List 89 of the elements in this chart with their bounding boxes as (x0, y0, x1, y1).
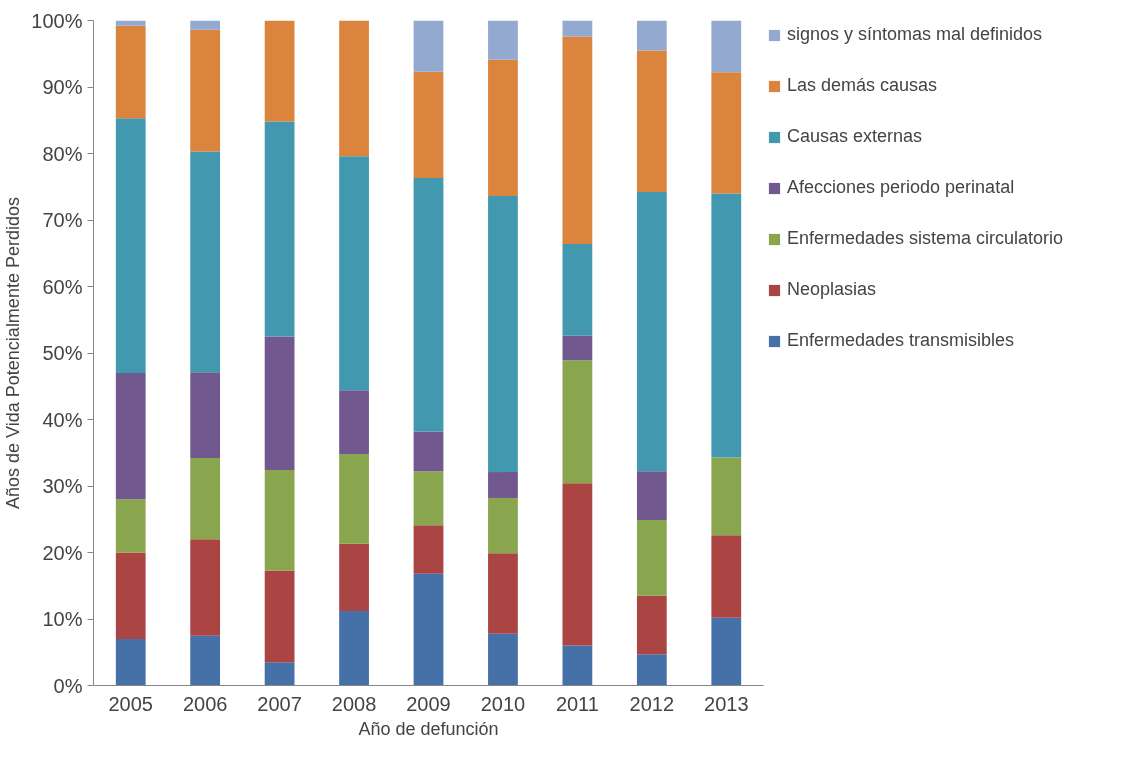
bar (115, 118, 146, 373)
bar (711, 535, 742, 618)
x-axis-title: Año de defunción (358, 718, 499, 739)
bar (636, 471, 667, 520)
bar (488, 20, 518, 60)
y-tick-label: 100% (31, 9, 83, 32)
bar (413, 20, 444, 72)
bar (711, 72, 742, 194)
bar (115, 499, 146, 553)
bar (413, 71, 444, 179)
bar (115, 372, 146, 500)
bar (190, 372, 221, 459)
legend-label: Neoplasias (787, 279, 877, 300)
bar (190, 539, 221, 636)
bar (488, 59, 518, 197)
bar (190, 151, 221, 373)
bar (562, 20, 593, 37)
legend-label: Enfermedades sistema circulatorio (787, 228, 1064, 249)
x-tick-label: 2011 (555, 692, 599, 715)
bar (190, 635, 221, 686)
bar (562, 36, 593, 244)
bar (413, 178, 444, 432)
bar (636, 595, 667, 655)
bar (264, 20, 295, 122)
bar (711, 193, 742, 458)
bar (488, 472, 518, 498)
bar (636, 192, 667, 472)
bar (190, 20, 221, 30)
y-tick-label: 60% (42, 275, 83, 298)
bar (413, 431, 444, 472)
bar (115, 20, 146, 26)
legend-label: Causas externas (787, 126, 923, 147)
x-tick-label: 2005 (108, 692, 153, 715)
y-tick-label: 70% (42, 209, 83, 231)
bar (488, 633, 518, 686)
bar (339, 543, 369, 612)
bar (264, 336, 295, 471)
legend-label: Afecciones periodo perinatal (787, 177, 1015, 198)
bar (413, 525, 444, 574)
bar (339, 611, 369, 686)
y-tick-label: 0% (53, 674, 83, 697)
bar (264, 662, 295, 686)
bar (562, 360, 593, 484)
y-tick-label: 90% (42, 76, 83, 98)
bar (636, 50, 667, 193)
y-tick-label: 50% (42, 342, 83, 364)
x-tick-label: 2012 (629, 692, 675, 715)
x-tick-label: 2009 (406, 692, 451, 715)
legend-label: signos y síntomas mal definidos (787, 24, 1043, 45)
x-tick-label: 2010 (480, 692, 526, 715)
bar (413, 573, 444, 686)
bar (264, 121, 295, 337)
bar (711, 457, 742, 536)
bar (488, 553, 518, 634)
x-tick-label: 2007 (257, 692, 302, 715)
bar (562, 645, 593, 686)
bar (190, 29, 221, 152)
bar (190, 458, 221, 540)
bar (264, 470, 295, 571)
bar (711, 20, 742, 73)
x-tick-label: 2008 (331, 692, 377, 715)
legend-label: Las demás causas (787, 75, 938, 96)
bar (339, 156, 369, 391)
legend-label: Enfermedades transmisibles (787, 330, 1015, 351)
bar (115, 552, 146, 639)
x-tick-label: 2006 (182, 692, 228, 715)
bar (115, 25, 146, 119)
bar (339, 20, 369, 157)
x-tick-label: 2013 (704, 692, 749, 715)
y-tick-label: 40% (42, 408, 83, 431)
bar (413, 471, 444, 526)
bar (711, 617, 742, 686)
y-tick-label: 80% (42, 142, 83, 165)
y-axis-title: Años de Vida Potencialmente Perdidos (3, 197, 24, 509)
y-tick-label: 30% (42, 475, 83, 497)
bar (264, 570, 295, 663)
bar (636, 20, 667, 51)
bar (562, 335, 593, 361)
bar (562, 243, 593, 336)
bar (636, 519, 667, 596)
y-tick-label: 10% (42, 608, 83, 630)
bar (115, 638, 146, 686)
bar (562, 483, 593, 646)
y-tick-label: 20% (42, 541, 83, 564)
bar (339, 390, 369, 455)
bar (488, 196, 518, 473)
bar (339, 454, 369, 544)
bar (636, 654, 667, 686)
bar (488, 497, 518, 554)
